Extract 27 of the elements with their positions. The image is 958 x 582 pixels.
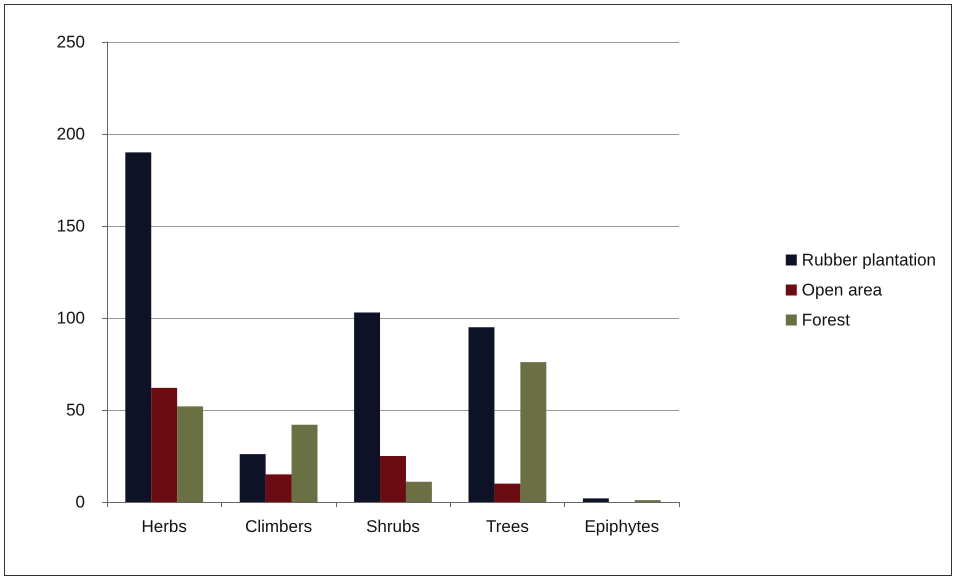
x-tick-label: Climbers [245,517,312,536]
bar [380,456,406,502]
bar [177,406,204,502]
legend-label: Open area [802,280,883,300]
bar [406,482,432,502]
x-tick-label: Epiphytes [584,517,660,536]
y-tick-label: 0 [76,492,85,512]
y-tick-label: 150 [56,216,85,236]
x-tick-label: Shrubs [366,517,420,536]
bar [520,362,546,502]
bar [354,312,380,502]
y-tick-label: 100 [56,308,85,328]
bar [125,152,152,502]
bar [292,424,318,502]
bar [266,474,292,502]
y-tick-label: 200 [56,124,85,144]
x-tick-label: Herbs [142,517,187,536]
y-tick-label: 50 [66,400,85,420]
bar [468,327,494,502]
legend-label: Forest [802,310,850,330]
bar [151,388,178,502]
bar [240,454,266,502]
x-tick-label: Trees [486,517,529,536]
legend-label: Rubber plantation [802,250,936,270]
y-tick-label: 250 [56,32,85,52]
bar [494,484,520,502]
bar [582,498,609,502]
